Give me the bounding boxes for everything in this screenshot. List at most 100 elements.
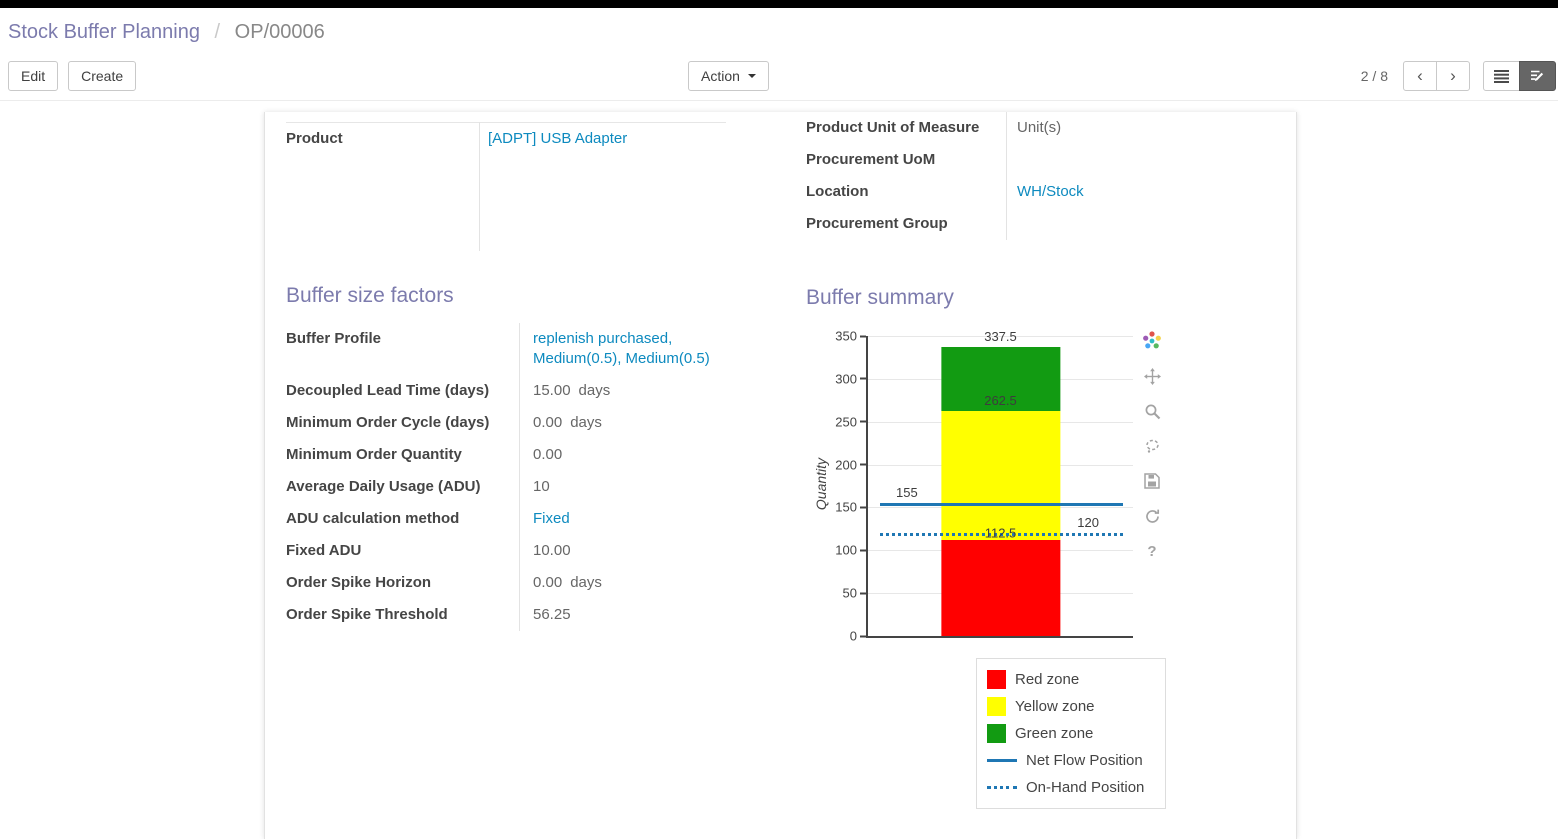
field-value (1007, 144, 1277, 176)
field-row: Product Unit of Measure Unit(s) (806, 112, 1276, 144)
legend-item[interactable]: Green zone (987, 720, 1165, 747)
field-text: 0.00 (533, 446, 563, 463)
form-view-button[interactable] (1519, 61, 1556, 91)
list-view-icon (1494, 69, 1509, 83)
field-text: Unit(s) (1017, 119, 1062, 136)
field-text: 10 (533, 478, 550, 495)
gridline (868, 336, 1133, 337)
red-zone-swatch (987, 670, 1006, 689)
field-value: 56.25 (520, 599, 762, 631)
y-tick-mark (860, 377, 866, 380)
breadcrumb-current: OP/00006 (234, 21, 325, 43)
field-value: 0.00 days (520, 567, 762, 599)
field-value (1007, 208, 1277, 240)
y-tick: 200 (835, 457, 866, 472)
field-label: ADU calculation method (286, 503, 520, 535)
y-tick-label: 50 (842, 585, 857, 601)
legend-item[interactable]: Net Flow Position (987, 747, 1165, 774)
green-zone-swatch (987, 724, 1006, 743)
field-label: Procurement Group (806, 208, 1007, 240)
field-label: Order Spike Threshold (286, 599, 520, 631)
pager-previous-button[interactable]: ‹ (1403, 61, 1437, 91)
field-value: replenish purchased, Medium(0.5), Medium… (520, 323, 762, 375)
legend-item[interactable]: On-Hand Position (987, 774, 1165, 801)
control-panel: Edit Create Action 2 / 8 ‹ › (0, 53, 1558, 101)
field-text: 56.25 (533, 606, 571, 623)
y-tick-label: 100 (835, 542, 857, 558)
field-suffix: days (570, 574, 602, 591)
pan-icon[interactable] (1141, 365, 1163, 387)
field-row: Average Daily Usage (ADU) 10 (286, 471, 761, 503)
buffer-chart: Quantity 0 50 100 150 200 250 300 350 337.5 262.… (811, 328, 1171, 658)
legend-label: Green zone (1015, 725, 1094, 742)
field-value: Unit(s) (1007, 112, 1277, 144)
reset-axes-icon[interactable] (1141, 505, 1163, 527)
field-row: Buffer Profile replenish purchased, Mediu… (286, 323, 761, 375)
field-row: Fixed ADU 10.00 (286, 535, 761, 567)
field-text: 10.00 (533, 542, 571, 559)
yellow-zone-bar (940, 411, 1061, 540)
lasso-select-icon[interactable] (1141, 435, 1163, 457)
field-label: Product (286, 122, 480, 251)
edit-button[interactable]: Edit (8, 61, 59, 91)
list-view-button[interactable] (1483, 61, 1520, 91)
y-tick: 50 (843, 586, 866, 601)
field-link[interactable]: Fixed (533, 510, 570, 527)
top-navbar (0, 0, 1558, 8)
y-tick-mark (860, 335, 866, 337)
on-hand-position-line (880, 533, 1123, 537)
field-link[interactable]: [ADPT] USB Adapter (488, 130, 628, 147)
field-row: Procurement UoM (806, 144, 1276, 176)
field-label: Average Daily Usage (ADU) (286, 471, 520, 503)
y-tick-label: 250 (835, 414, 857, 430)
chart-annotation: 155 (896, 485, 918, 501)
chart-annotation: 112.5 (984, 525, 1017, 541)
field-suffix: days (578, 382, 611, 399)
net-flow-position-line (880, 503, 1123, 507)
field-value: 0.00 days (520, 407, 762, 439)
pager-next-button[interactable]: › (1436, 61, 1470, 91)
field-link[interactable]: WH/Stock (1017, 183, 1084, 200)
field-text: 0.00 (533, 574, 563, 591)
field-row: Product [ADPT] USB Adapter (286, 122, 726, 251)
pager-buttons: ‹ › (1403, 61, 1470, 91)
legend-item[interactable]: Red zone (987, 666, 1165, 693)
create-button[interactable]: Create (68, 61, 137, 91)
y-axis: 0 50 100 150 200 250 300 350 (811, 329, 866, 644)
field-text: 15.00 (533, 382, 571, 399)
plot-area[interactable]: 337.5 262.5 155 112.5 120 (866, 329, 1133, 638)
y-tick: 350 (835, 329, 866, 344)
field-label: Minimum Order Quantity (286, 439, 520, 471)
caret-down-icon (747, 74, 756, 78)
field-link[interactable]: replenish purchased, Medium(0.5), Medium… (533, 330, 710, 367)
field-suffix: days (570, 414, 602, 431)
action-dropdown-button[interactable]: Action (688, 61, 769, 91)
field-label: Fixed ADU (286, 535, 520, 567)
net-flow-position-swatch (987, 759, 1017, 762)
field-value: 10.00 (520, 535, 762, 567)
y-tick: 150 (835, 500, 866, 515)
chart-annotation: 262.5 (984, 393, 1017, 408)
legend-item[interactable]: Yellow zone (987, 693, 1165, 720)
field-label: Product Unit of Measure (806, 112, 1007, 144)
buffer-factors-group: Buffer Profile replenish purchased, Mediu… (286, 323, 761, 631)
field-label: Decoupled Lead Time (days) (286, 375, 520, 407)
field-row: ADU calculation method Fixed (286, 503, 761, 535)
product-group: Product [ADPT] USB Adapter (286, 122, 726, 251)
field-label: Procurement UoM (806, 144, 1007, 176)
legend-label: Yellow zone (1015, 698, 1095, 715)
field-label: Buffer Profile (286, 323, 520, 375)
zoom-icon[interactable] (1141, 400, 1163, 422)
y-tick-label: 150 (835, 499, 857, 515)
download-icon[interactable] (1141, 470, 1163, 492)
y-tick: 100 (835, 543, 866, 558)
help-icon[interactable]: ? (1147, 542, 1157, 560)
plotly-logo-icon[interactable] (1141, 330, 1163, 352)
y-tick-mark (860, 549, 866, 552)
field-value: 10 (520, 471, 762, 503)
field-row: Procurement Group (806, 208, 1276, 240)
field-text: 0.00 (533, 414, 563, 431)
breadcrumb-parent-link[interactable]: Stock Buffer Planning (8, 21, 200, 43)
breadcrumb-separator: / (214, 21, 221, 43)
field-value: Fixed (520, 503, 762, 535)
